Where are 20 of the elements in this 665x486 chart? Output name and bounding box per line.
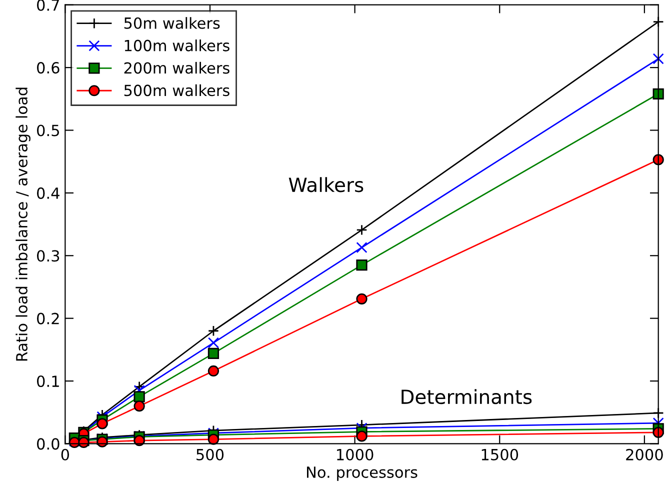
- x-tick-label: 1000: [337, 448, 374, 460]
- legend-label: 500m walkers: [124, 84, 230, 96]
- y-tick-label: 0.3: [37, 250, 60, 262]
- y-tick-label: 0.5: [37, 124, 59, 136]
- legend-label: 100m walkers: [124, 40, 230, 52]
- x-tick-label: 2000: [626, 448, 663, 460]
- x-tick-label: 500: [196, 448, 224, 460]
- y-tick-label: 0.6: [37, 62, 60, 74]
- legend-label: 200m walkers: [124, 62, 230, 74]
- legend-label: 50m walkers: [124, 17, 220, 29]
- y-tick-label: 0.4: [37, 187, 60, 199]
- annotation: Walkers: [288, 177, 364, 192]
- y-tick-label: 0.0: [37, 438, 60, 450]
- x-axis-title: No. processors: [307, 466, 418, 481]
- x-tick-label: 0: [61, 448, 70, 460]
- y-axis-title: Ratio load imbalance / average load: [16, 88, 30, 361]
- y-tick-label: 0.1: [37, 375, 59, 388]
- y-tick-label: 0.2: [37, 312, 59, 324]
- annotation: Determinants: [402, 389, 532, 404]
- x-tick-label: 1500: [482, 448, 518, 460]
